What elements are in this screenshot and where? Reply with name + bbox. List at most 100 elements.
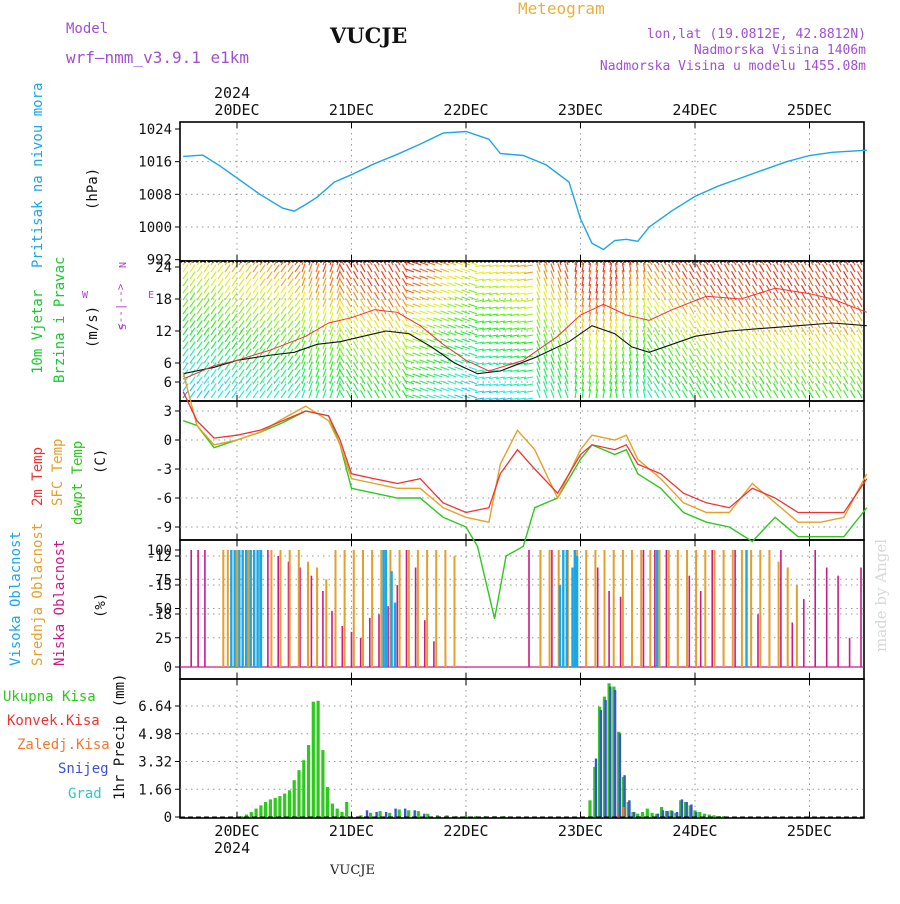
wind-arrow <box>259 313 266 322</box>
wind-arrow <box>710 284 716 294</box>
wind-arrow <box>654 291 660 301</box>
wind-arrow <box>675 284 681 294</box>
wind-arrow <box>510 390 520 394</box>
wind-arrow <box>489 397 499 401</box>
wind-arrow <box>752 291 758 301</box>
wind-arrow <box>815 389 821 399</box>
wind-arrow <box>210 285 217 294</box>
wind-arrow <box>595 389 599 399</box>
wind-arrow <box>301 261 305 266</box>
wind-arrow <box>454 268 464 273</box>
wind-arrow <box>668 291 674 301</box>
wind-arrow <box>412 324 422 329</box>
wind-arrow <box>426 310 436 315</box>
wind-arrow <box>773 319 779 329</box>
wind-arrow <box>595 361 599 371</box>
wind-arrow <box>524 285 534 289</box>
wind-arrow <box>642 333 646 343</box>
wind-arrow <box>308 277 313 287</box>
wind-arrow <box>822 284 828 294</box>
mid-cloud-bar <box>380 550 383 667</box>
wind-arrow <box>353 298 359 308</box>
wind-arrow <box>628 263 632 273</box>
wind-arrow <box>489 327 499 331</box>
wind-arrow <box>780 263 786 273</box>
wind-arrow <box>857 361 863 371</box>
wind-arrow <box>203 306 210 315</box>
wind-arrow <box>745 333 751 343</box>
wind-arrow <box>475 369 485 373</box>
wind-arrow <box>259 306 266 315</box>
wind-arrow <box>287 362 294 371</box>
wind-arrow <box>843 389 849 399</box>
wind-arrow <box>836 305 842 315</box>
wind-arrow <box>710 347 716 357</box>
wind-arrow <box>710 270 716 280</box>
wind-arrow <box>447 268 457 273</box>
wind-arrow <box>496 390 506 394</box>
wind-arrow <box>574 270 578 280</box>
freezing-bar <box>622 807 625 817</box>
wind-arrow <box>287 313 294 322</box>
wind-arrow <box>628 340 632 350</box>
wind-arrow <box>621 361 625 371</box>
wind-arrow <box>801 277 807 287</box>
wind-arrow <box>381 375 387 385</box>
wind-arrow <box>787 312 793 322</box>
wind-arrow <box>609 347 613 357</box>
wind-arrow <box>468 345 478 350</box>
wind-arrow <box>461 289 471 294</box>
wind-arrow <box>836 312 842 322</box>
wind-arrow <box>468 275 478 280</box>
wind-arrow <box>245 390 252 399</box>
wind-arrow <box>238 299 245 308</box>
wind-arrow <box>440 345 450 350</box>
wind-arrow <box>329 263 334 273</box>
wind-arrow <box>517 264 527 268</box>
wind-arrow <box>374 361 380 371</box>
total-precip-bar <box>407 810 411 817</box>
wind-arrow <box>550 263 555 273</box>
wind-arrow <box>440 268 450 273</box>
wind-arrow <box>675 368 681 378</box>
wind-arrow <box>273 369 280 378</box>
snow-bar <box>404 808 407 817</box>
wind-arrow <box>773 284 779 294</box>
wind-arrow <box>412 275 422 280</box>
wind-arrow <box>621 347 625 357</box>
wind-arrow <box>602 375 606 385</box>
wind-arrow <box>294 285 301 294</box>
date-label-top: 25DEC <box>787 101 832 119</box>
wind-arrow <box>381 291 387 301</box>
wind-arrow <box>564 382 569 392</box>
wind-arrow <box>668 277 674 287</box>
wind-arrow <box>395 312 401 322</box>
wind-arrow <box>621 284 625 294</box>
wind-arrow <box>301 312 306 322</box>
wind-arrow <box>524 362 534 366</box>
wind-arrow <box>661 277 667 287</box>
wind-arrow <box>550 368 555 378</box>
wind-arrow <box>675 312 681 322</box>
wind-arrow <box>557 375 562 385</box>
wind-arrow <box>564 354 569 364</box>
wind-arrow <box>189 278 196 287</box>
wind-arrow <box>635 312 639 322</box>
pressure-line <box>183 130 867 251</box>
wind-arrow <box>543 326 548 336</box>
wind-arrow <box>308 333 313 343</box>
wind-arrow <box>203 285 210 294</box>
total-precip-bar <box>626 802 630 817</box>
wind-arrow <box>815 277 821 287</box>
wind-arrow <box>738 277 744 287</box>
wind-arrow <box>803 261 807 266</box>
wind-arrow <box>703 305 709 315</box>
wind-arrow <box>339 389 345 399</box>
snow-bar <box>671 811 674 817</box>
wind-arrow <box>308 270 313 280</box>
wind-arrow <box>801 319 807 329</box>
convective-bar <box>617 816 620 817</box>
wind-arrow <box>329 261 333 266</box>
mid-cloud-bar <box>676 550 679 667</box>
wind-arrow <box>381 361 387 371</box>
